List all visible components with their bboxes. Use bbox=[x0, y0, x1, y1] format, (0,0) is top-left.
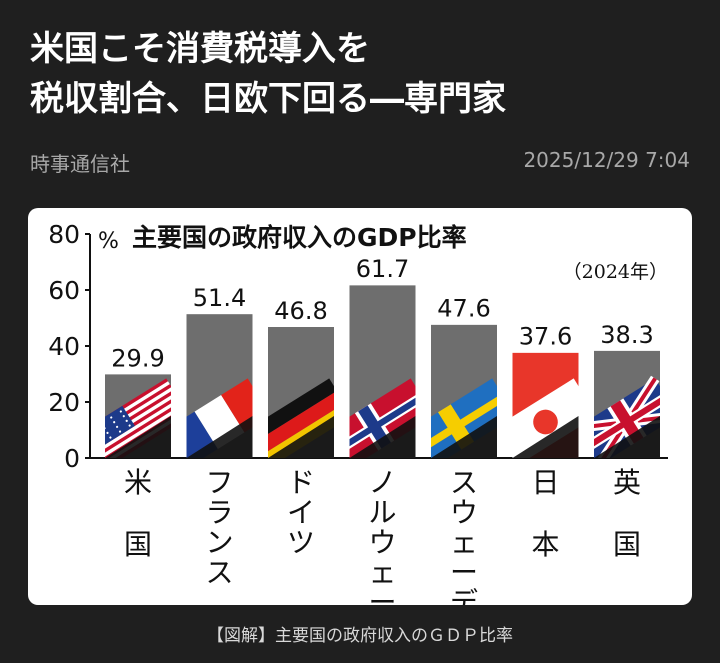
bar-5 bbox=[431, 324, 497, 458]
data-label: 51.4 bbox=[193, 284, 246, 312]
y-axis: 0 20 40 60 80 bbox=[48, 220, 668, 473]
chart-image[interactable]: 主要国の政府収入のGDP比率 （2024年） % 0 20 40 60 80 29.9 5… bbox=[28, 208, 692, 605]
y-tick-label: 20 bbox=[48, 388, 80, 417]
data-label: 37.6 bbox=[519, 323, 572, 351]
flag-shadow bbox=[268, 416, 334, 458]
bar-2 bbox=[186, 314, 253, 458]
image-caption: 【図解】主要国の政府収入のＧＤＰ比率 bbox=[207, 626, 513, 646]
category-label: ドイツ bbox=[287, 466, 315, 559]
flag-shadow bbox=[431, 416, 497, 458]
category-label: フランス bbox=[205, 466, 233, 589]
y-axis-unit: % bbox=[98, 229, 119, 254]
data-label: 47.6 bbox=[437, 295, 490, 323]
y-tick-label: 60 bbox=[48, 276, 80, 305]
data-label: 61.7 bbox=[356, 255, 409, 283]
bar-3 bbox=[268, 326, 334, 458]
bars: 29.9 51.4 46.8 61.7 47.6 37.6 38.3 bbox=[105, 255, 660, 458]
bar-7 bbox=[594, 350, 660, 458]
category-label: スウェーデン bbox=[450, 466, 478, 605]
bar-6 bbox=[512, 352, 579, 458]
y-tick-label: 0 bbox=[64, 444, 80, 473]
publish-timestamp: 2025/12/29 7:04 bbox=[523, 148, 690, 172]
flag-shadow bbox=[594, 416, 660, 458]
category-label: 日本 bbox=[531, 466, 559, 561]
flag-shadow bbox=[349, 416, 416, 458]
y-tick-label: 40 bbox=[48, 332, 80, 361]
category-label: 英国 bbox=[613, 466, 641, 561]
flag-shadow bbox=[512, 416, 579, 458]
japan-flag bbox=[512, 378, 579, 458]
gdp-ratio-bar-chart: 主要国の政府収入のGDP比率 （2024年） % 0 20 40 60 80 29.9 5… bbox=[48, 220, 668, 605]
bar-4 bbox=[349, 285, 416, 458]
headline-line-1: 米国こそ消費税導入を bbox=[30, 29, 370, 69]
article-headline: 米国こそ消費税導入を 税収割合、日欧下回る―専門家 bbox=[30, 24, 690, 124]
headline-line-2: 税収割合、日欧下回る―専門家 bbox=[30, 79, 506, 119]
source-name[interactable]: 時事通信社 bbox=[30, 152, 130, 176]
y-tick-label: 80 bbox=[48, 220, 80, 249]
flag-shadow bbox=[186, 416, 253, 458]
data-label: 46.8 bbox=[274, 297, 327, 325]
category-label: ノルウェー bbox=[368, 466, 396, 605]
data-label: 29.9 bbox=[111, 344, 164, 372]
bar-1 bbox=[105, 374, 171, 458]
flag-shadow bbox=[105, 416, 171, 458]
data-label: 38.3 bbox=[600, 321, 653, 349]
chart-title: 主要国の政府収入のGDP比率 bbox=[132, 223, 467, 252]
category-label: 米国 bbox=[124, 466, 152, 561]
chart-subtitle: （2024年） bbox=[563, 261, 668, 283]
